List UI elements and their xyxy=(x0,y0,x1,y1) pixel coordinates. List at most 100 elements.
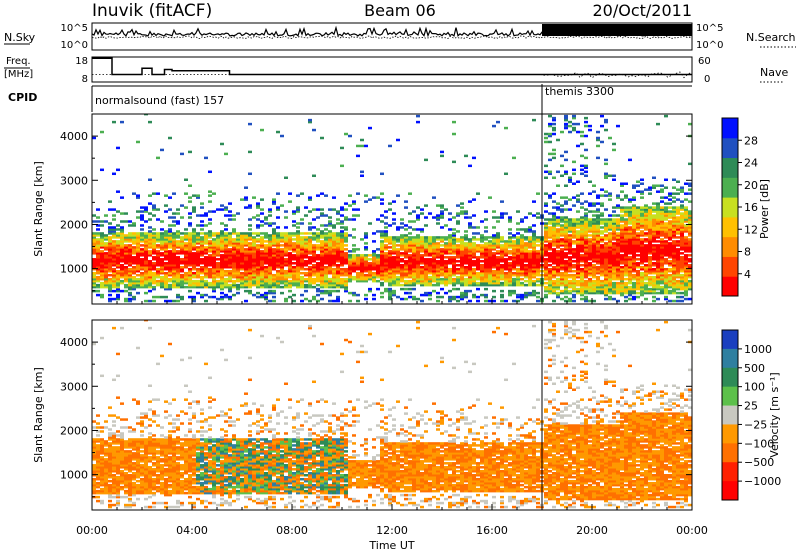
power-cell xyxy=(408,240,412,243)
power-cell xyxy=(400,260,404,263)
power-cell xyxy=(624,299,628,303)
power-cell xyxy=(388,271,392,275)
power-cell xyxy=(672,222,676,225)
power-cell xyxy=(524,246,528,249)
power-cell xyxy=(244,238,248,241)
power-cell xyxy=(648,250,652,253)
power-cell xyxy=(168,254,172,257)
power-cell xyxy=(568,248,572,251)
power-cell xyxy=(500,212,504,215)
power-cell xyxy=(240,258,244,261)
power-cell xyxy=(112,281,116,285)
power-cell xyxy=(496,258,500,261)
power-cell xyxy=(656,216,660,219)
power-cell xyxy=(636,220,640,223)
power-cell xyxy=(584,116,588,120)
power-cell xyxy=(140,214,144,217)
power-cell xyxy=(156,208,160,211)
power-cell xyxy=(624,224,628,227)
power-cell xyxy=(392,275,396,279)
power-cell xyxy=(552,216,556,219)
power-cell xyxy=(108,242,112,245)
power-cell xyxy=(244,264,248,267)
power-cell xyxy=(200,279,204,283)
power-cell xyxy=(560,256,564,259)
power-cell xyxy=(484,254,488,257)
power-cell xyxy=(120,271,124,275)
power-cell xyxy=(528,244,532,247)
power-cell xyxy=(220,277,224,281)
power-cell xyxy=(332,275,336,279)
power-cell xyxy=(428,293,432,297)
power-cell xyxy=(648,218,652,221)
power-cell xyxy=(184,238,188,241)
power-cell xyxy=(316,269,320,273)
power-cell xyxy=(428,260,432,263)
power-cell xyxy=(252,250,256,253)
power-cell xyxy=(392,250,396,253)
power-cell xyxy=(352,214,356,217)
power-cell xyxy=(192,258,196,261)
power-cell xyxy=(416,264,420,267)
power-cell xyxy=(192,230,196,233)
power-cell xyxy=(596,242,600,245)
power-cell xyxy=(516,252,520,255)
power-cell xyxy=(268,262,272,265)
power-cell xyxy=(668,275,672,279)
power-cell xyxy=(512,258,516,261)
power-cell xyxy=(400,222,404,225)
power-cell xyxy=(632,297,636,301)
power-cell xyxy=(236,254,240,257)
power-cell xyxy=(364,297,368,301)
power-cell xyxy=(100,254,104,257)
power-cell xyxy=(216,279,220,283)
power-cell xyxy=(484,248,488,251)
power-cell xyxy=(356,262,360,265)
power-cell xyxy=(152,267,156,271)
power-cell xyxy=(404,242,408,245)
power-cell xyxy=(112,208,116,211)
power-cell xyxy=(660,271,664,275)
date-title: 20/Oct/2011 xyxy=(592,1,692,20)
power-cell xyxy=(676,266,680,269)
power-cell xyxy=(316,262,320,265)
power-cell xyxy=(424,260,428,263)
power-cell xyxy=(536,256,540,259)
power-cell xyxy=(212,232,216,235)
power-cell xyxy=(400,297,404,301)
power-cell xyxy=(176,260,180,263)
power-cell xyxy=(92,258,96,261)
power-cell xyxy=(388,291,392,295)
power-cell xyxy=(192,285,196,289)
power-cell xyxy=(304,240,308,243)
power-cell xyxy=(620,266,624,269)
power-cell xyxy=(584,218,588,221)
power-cell xyxy=(576,122,580,126)
power-cell xyxy=(532,232,536,235)
power-cell xyxy=(516,240,520,243)
power-cell xyxy=(592,220,596,223)
power-cell xyxy=(156,246,160,249)
power-cell xyxy=(460,283,464,287)
power-cell xyxy=(196,267,200,271)
power-cell xyxy=(396,281,400,285)
power-cell xyxy=(580,273,584,277)
power-cell xyxy=(496,260,500,263)
power-cell xyxy=(468,240,472,243)
power-cell xyxy=(392,222,396,225)
power-cell xyxy=(100,273,104,277)
power-cell xyxy=(548,269,552,273)
power-cell xyxy=(644,256,648,259)
power-cell xyxy=(556,293,560,297)
power-cell xyxy=(192,283,196,287)
power-cell xyxy=(472,273,476,277)
power-cell xyxy=(412,240,416,243)
power-cell xyxy=(636,238,640,241)
power-cell xyxy=(468,277,472,281)
power-cell xyxy=(172,240,176,243)
power-cell xyxy=(592,214,596,217)
power-cell xyxy=(584,226,588,229)
power-cell xyxy=(208,275,212,279)
power-cell xyxy=(136,250,140,253)
power-cell xyxy=(584,124,588,128)
